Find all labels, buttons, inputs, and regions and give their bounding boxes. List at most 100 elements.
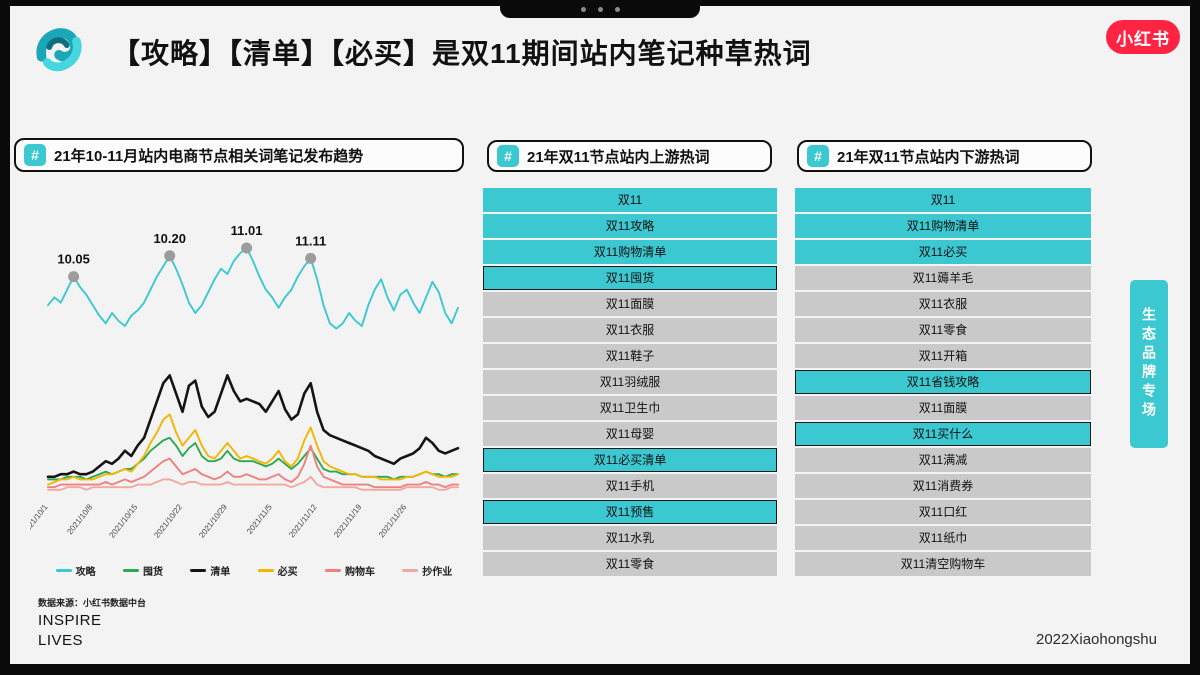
legend-item: 购物车	[324, 563, 375, 578]
hot-word-row: 双11面膜	[483, 292, 777, 316]
series-line	[47, 247, 459, 330]
legend-item: 抄作业	[402, 563, 452, 578]
data-source-note: 数据来源：小红书数据中台	[38, 598, 147, 608]
brand-badge: 小红书	[1106, 20, 1180, 54]
hot-word-row: 双11面膜	[795, 396, 1091, 420]
hot-word-row: 双11攻略	[483, 214, 777, 238]
x-tick-label: 2021/11/26	[377, 502, 409, 539]
legend-swatch	[324, 569, 341, 572]
x-tick-label: 2021/10/29	[197, 502, 229, 540]
x-tick-label: 2021/10/1	[30, 502, 50, 536]
x-tick-label: 2021/11/12	[287, 502, 319, 539]
series-line	[46, 374, 460, 479]
hot-word-row: 双11购物清单	[483, 240, 777, 264]
legend-item: 攻略	[55, 563, 96, 578]
hash-badge-icon: #	[24, 144, 46, 166]
series-line	[47, 475, 459, 491]
legend-label: 抄作业	[422, 567, 453, 578]
hot-word-row: 双11衣服	[795, 292, 1091, 316]
legend-item: 清单	[190, 563, 230, 578]
series-line	[47, 413, 459, 486]
legend-label: 购物车	[344, 567, 375, 578]
lives-line: LIVES	[38, 632, 84, 649]
hot-word-row: 双11必买清单	[483, 448, 777, 472]
legend-label: 囤货	[142, 567, 163, 578]
legend-item: 囤货	[122, 563, 163, 578]
x-tick-label: 2021/11/5	[245, 502, 274, 536]
legend-swatch	[122, 569, 139, 572]
annotation-dot	[68, 271, 80, 283]
x-tick-label: 2021/10/22	[152, 502, 184, 540]
trend-panel-title: 21年10-11月站内电商节点相关词笔记发布趋势	[54, 147, 364, 165]
hot-word-row: 双11零食	[795, 318, 1091, 342]
legend-label: 攻略	[75, 567, 96, 578]
hot-word-row: 双11	[795, 188, 1091, 212]
hot-word-row: 双11口红	[795, 500, 1091, 524]
hot-word-row: 双11满减	[795, 448, 1091, 472]
trend-chart: 10.05 10.20 11.01 11.11 2021/10/1 2021/10/8 20…	[30, 223, 460, 540]
window-handle[interactable]	[500, 0, 700, 18]
window-frame-bottom	[0, 664, 1200, 675]
side-tab-eco-brand[interactable]: 生态品牌专场	[1130, 280, 1168, 448]
annotation-dot	[164, 250, 176, 262]
hot-word-row: 双11必买	[795, 240, 1091, 264]
x-tick-label: 2021/10/15	[108, 502, 140, 540]
hash-badge-icon: #	[807, 145, 829, 167]
hot-word-row: 双11羽绒服	[483, 370, 777, 394]
brand-logo-icon	[36, 28, 82, 72]
footer-credit: 2022Xiaohongshu	[1036, 631, 1157, 648]
hot-word-row: 双11省钱攻略	[795, 370, 1091, 394]
x-tick-label: 2021/10/8	[65, 502, 94, 536]
annotation-label: 10.20	[153, 231, 186, 246]
handle-dot	[580, 6, 586, 12]
legend-swatch	[190, 569, 207, 572]
hot-word-row: 双11卫生巾	[483, 396, 777, 420]
upstream-panel-header: # 21年双11节点站内上游热词	[487, 140, 772, 172]
annotation-dot	[305, 252, 317, 264]
upstream-panel-title: 21年双11节点站内上游热词	[527, 148, 710, 166]
hot-word-row: 双11衣服	[483, 318, 777, 342]
chart-legend: 攻略 囤货 清单 必买 购物车 抄作业	[42, 563, 466, 578]
hash-badge-icon: #	[497, 145, 519, 167]
hot-word-row: 双11囤货	[483, 266, 777, 290]
series-line	[47, 444, 459, 489]
hot-word-row: 双11鞋子	[483, 344, 777, 368]
annotation-label: 11.01	[231, 223, 263, 238]
legend-swatch	[402, 569, 419, 572]
handle-dot	[614, 6, 620, 12]
hot-word-row: 双11清空购物车	[795, 552, 1091, 576]
inspire-line: INSPIRE	[38, 612, 102, 629]
legend-item: 必买	[257, 563, 298, 578]
legend-swatch	[257, 569, 274, 572]
hot-word-row: 双11水乳	[483, 526, 777, 550]
inspire-lives-logo: INSPIRE LIVES	[38, 611, 102, 651]
hot-word-row: 双11预售	[483, 500, 777, 524]
hot-word-row: 双11零食	[483, 552, 777, 576]
hot-word-row: 双11纸巾	[795, 526, 1091, 550]
hot-word-row: 双11薅羊毛	[795, 266, 1091, 290]
hot-word-row: 双11开箱	[795, 344, 1091, 368]
page-title: 【攻略】【清单】【必买】是双11期间站内笔记种草热词	[112, 38, 812, 69]
hot-word-row: 双11手机	[483, 474, 777, 498]
downstream-hot-word-list: 双11 双11购物清单 双11必买 双11薅羊毛 双11衣服 双11零食 双11开箱 双11省…	[795, 188, 1091, 576]
hot-word-row: 双11母婴	[483, 422, 777, 446]
annotation-label: 11.11	[295, 233, 326, 248]
legend-label: 必买	[277, 567, 298, 578]
trend-panel-header: # 21年10-11月站内电商节点相关词笔记发布趋势	[14, 138, 464, 172]
window-frame-right	[1190, 0, 1200, 675]
legend-label: 清单	[210, 567, 231, 578]
window-frame-left	[0, 0, 10, 675]
legend-swatch	[55, 569, 72, 572]
hot-word-row: 双11消费券	[795, 474, 1091, 498]
hot-word-row: 双11	[483, 188, 777, 212]
hot-word-row: 双11购物清单	[795, 214, 1091, 238]
hot-word-row: 双11买什么	[795, 422, 1091, 446]
downstream-panel-header: # 21年双11节点站内下游热词	[797, 140, 1092, 172]
annotation-dot	[241, 242, 253, 254]
x-tick-label: 2021/11/19	[332, 502, 364, 539]
downstream-panel-title: 21年双11节点站内下游热词	[837, 148, 1020, 166]
handle-dot	[597, 6, 603, 12]
upstream-hot-word-list: 双11 双11攻略 双11购物清单 双11囤货 双11面膜 双11衣服 双11鞋子 双11羽绒…	[483, 188, 777, 576]
annotation-label: 10.05	[57, 252, 90, 267]
